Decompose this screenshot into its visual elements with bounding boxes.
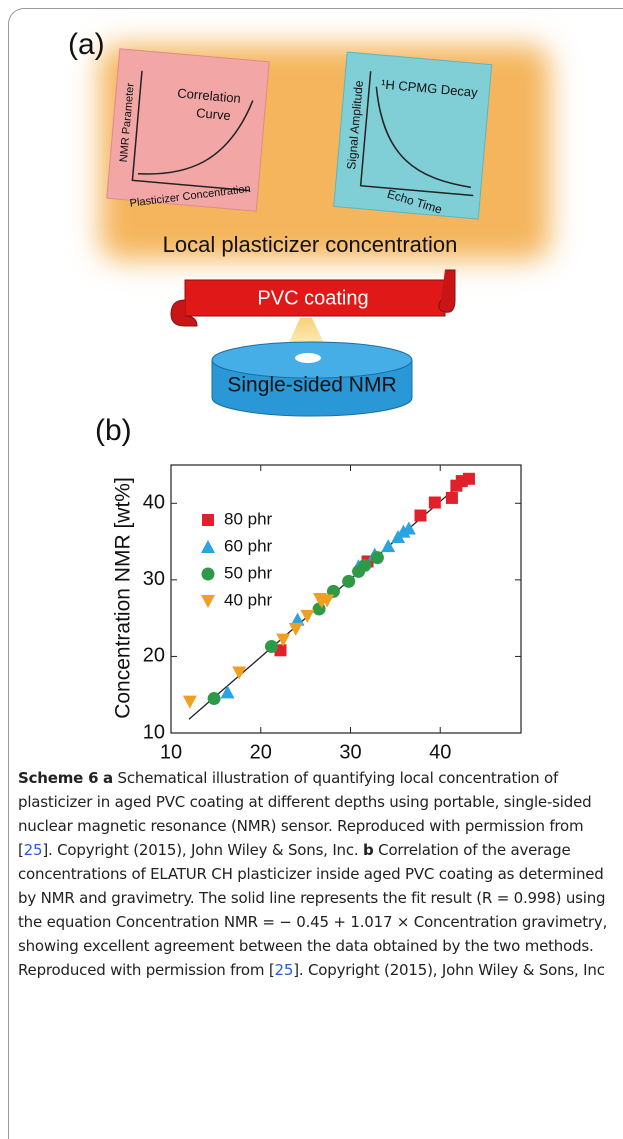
legend-marker: [201, 567, 215, 581]
caption-label: Scheme 6: [18, 769, 99, 787]
reference-link[interactable]: 25: [274, 961, 294, 979]
point: [290, 612, 305, 626]
axes: [359, 71, 474, 197]
legend-marker: [201, 595, 215, 608]
point: [414, 509, 427, 522]
main-label: Local plasticizer concentration: [163, 232, 458, 257]
y-axis-label: Concentration NMR [wt%]: [112, 477, 135, 719]
panel-label: (a): [68, 28, 105, 61]
legend-label: 80 phr: [224, 509, 273, 528]
legend-label: 50 phr: [224, 563, 273, 582]
caption-text: ]. Copyright (2015), John Wiley & Sons, …: [293, 961, 605, 979]
point: [428, 496, 441, 509]
correlation-card: Correlation Curve NMR Parameter Plastici…: [106, 48, 270, 212]
point: [220, 685, 235, 699]
y-tick-label: 30: [143, 568, 165, 590]
y-tick-label: 20: [143, 645, 165, 667]
x-tick-label: 20: [250, 741, 272, 763]
figure: (a) Correlation Curve NMR Parameter Plas…: [68, 28, 550, 766]
panel-label: (b): [95, 414, 132, 447]
point: [358, 558, 372, 572]
point: [232, 666, 247, 680]
axes: [131, 70, 251, 192]
point: [445, 491, 458, 504]
caption-text: Schematical illustration of quantifying …: [18, 769, 592, 859]
reference-link[interactable]: 25: [23, 841, 43, 859]
point: [276, 633, 291, 647]
point: [462, 472, 475, 485]
y-tick-label: 40: [143, 492, 165, 514]
point: [288, 622, 303, 636]
point: [370, 551, 384, 565]
caption-part: b: [363, 841, 374, 859]
decay-card: ¹H CPMG Decay Signal Amplitude Echo Time: [333, 51, 493, 220]
scroll-end: [170, 299, 198, 327]
card-title: Correlation: [177, 85, 242, 105]
x-axis-label: Concentration gravimetry [wt%]: [200, 765, 492, 766]
chart: (b) 10 20 30 40 10 20 30 40 Concentration gravime…: [95, 414, 522, 766]
point: [342, 574, 356, 588]
figure-frame: [8, 8, 623, 1139]
sensor-window: [295, 353, 321, 363]
y-tick-label: 10: [143, 721, 165, 743]
point: [265, 639, 279, 653]
curve: [137, 100, 254, 175]
point: [312, 593, 327, 606]
legend-label: 60 phr: [224, 536, 273, 555]
x-tick-label: 30: [339, 741, 361, 763]
caption-part: a: [103, 769, 113, 787]
point: [300, 609, 315, 623]
sensor-label: Single-sided NMR: [227, 374, 396, 397]
scroll-end: [438, 269, 456, 313]
point: [182, 695, 197, 709]
legend-marker: [201, 540, 215, 553]
caption-text: ]. Copyright (2015), John Wiley & Sons, …: [42, 841, 359, 859]
coating-label: PVC coating: [257, 287, 368, 309]
point: [381, 539, 396, 553]
curve: [375, 86, 472, 189]
card-title: Curve: [196, 105, 232, 123]
x-tick-label: 40: [429, 741, 451, 763]
card: [333, 51, 493, 220]
legend-label: 40 phr: [224, 590, 273, 609]
point: [207, 692, 221, 706]
caption-text: Correlation of the average concentration…: [18, 841, 608, 979]
caption: Scheme 6 a Schematical illustration of q…: [18, 766, 614, 982]
x-tick-label: 10: [160, 741, 182, 763]
legend-marker: [202, 514, 214, 526]
card: [106, 48, 270, 212]
plot-frame: [170, 464, 522, 734]
point: [401, 521, 416, 535]
